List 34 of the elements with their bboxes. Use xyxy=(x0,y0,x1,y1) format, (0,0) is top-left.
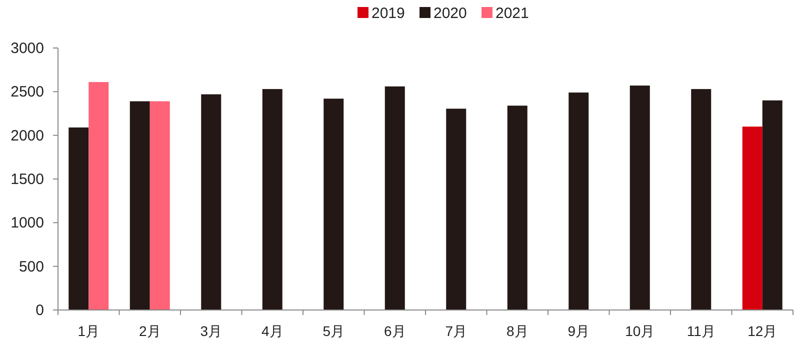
legend-label: 2021 xyxy=(496,5,529,22)
bar xyxy=(507,106,528,310)
x-tick-label: 11月 xyxy=(686,323,716,339)
y-tick-label: 2000 xyxy=(10,127,44,144)
x-tick-label: 6月 xyxy=(384,323,406,339)
bar xyxy=(262,89,282,310)
x-tick-label: 3月 xyxy=(200,323,222,339)
y-tick-label: 2500 xyxy=(10,84,44,101)
x-tick-label: 12月 xyxy=(748,323,778,339)
x-tick-label: 2月 xyxy=(138,323,161,339)
bar xyxy=(630,86,650,310)
bar xyxy=(384,86,405,310)
y-tick-label: 1500 xyxy=(10,171,44,188)
x-tick-label: 10月 xyxy=(625,323,655,339)
y-tick-label: 500 xyxy=(18,258,44,276)
x-tick-label: 9月 xyxy=(568,323,590,339)
x-tick-label: 1月 xyxy=(78,323,100,339)
legend-label: 2019 xyxy=(372,5,405,22)
bar xyxy=(150,101,170,310)
x-tick-label: 8月 xyxy=(506,323,528,339)
x-tick-label: 5月 xyxy=(322,323,345,339)
y-tick-label: 1000 xyxy=(10,214,44,232)
bar xyxy=(691,89,712,310)
y-tick-label: 0 xyxy=(36,302,44,319)
bar xyxy=(446,108,466,310)
bar xyxy=(88,82,109,310)
bar xyxy=(742,126,762,310)
y-tick-label: 3000 xyxy=(10,40,44,57)
x-tick-label: 7月 xyxy=(445,323,468,339)
bar xyxy=(324,98,344,310)
x-tick-label: 4月 xyxy=(261,323,284,339)
legend-label: 2020 xyxy=(434,5,467,22)
bar xyxy=(201,94,222,310)
bar xyxy=(568,92,589,310)
